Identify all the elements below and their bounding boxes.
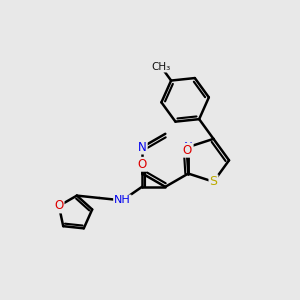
Text: N: N (184, 141, 193, 154)
Text: CH₃: CH₃ (152, 61, 171, 72)
Text: O: O (137, 158, 147, 171)
Text: S: S (209, 175, 217, 188)
Text: N: N (138, 141, 147, 154)
Text: O: O (182, 144, 191, 157)
Text: NH: NH (114, 195, 131, 206)
Text: O: O (54, 200, 64, 212)
